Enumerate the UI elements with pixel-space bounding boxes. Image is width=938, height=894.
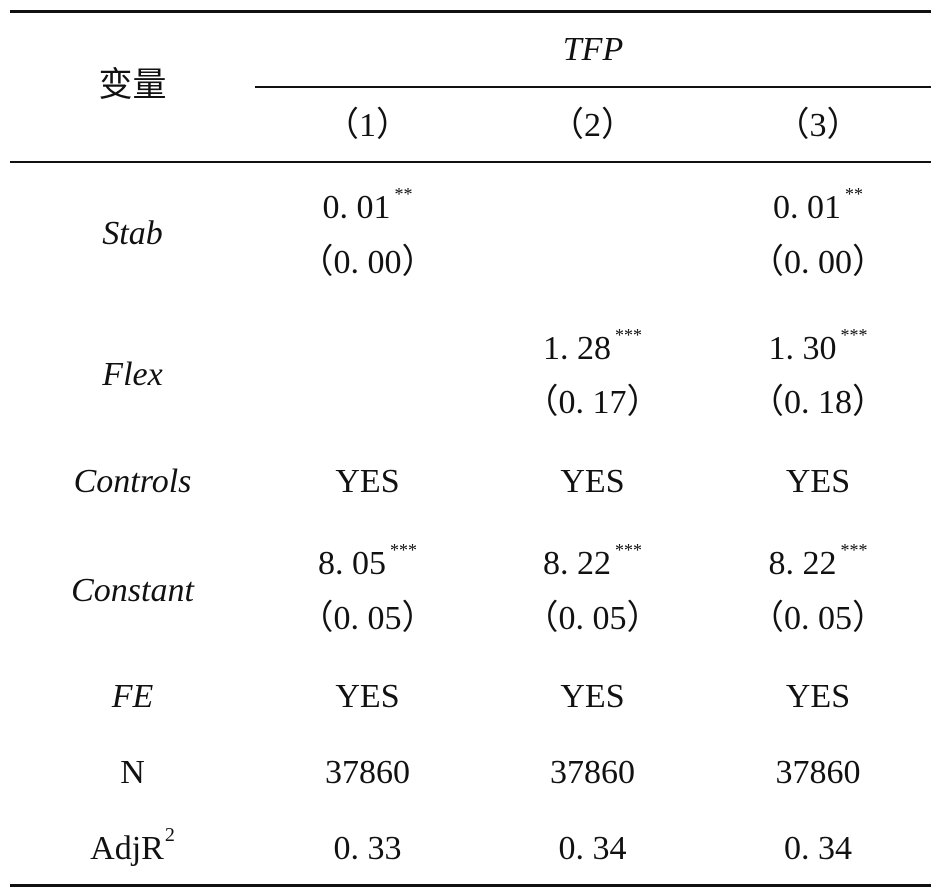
row-label-adjr2: AdjR2 (90, 823, 175, 867)
row-label-constant: Constant (71, 572, 194, 609)
constant-c2-se: （0. 05） (524, 600, 661, 637)
column-header-3: （3） (775, 107, 861, 144)
flex-c2-se: （0. 17） (524, 384, 661, 421)
fe-c3: YES (785, 678, 851, 715)
n-c2: 37860 (550, 754, 635, 791)
adjr2-c2: 0. 34 (558, 830, 627, 867)
variable-header: 变量 (98, 67, 167, 104)
controls-c3: YES (785, 463, 851, 500)
row-label-fe: FE (111, 678, 154, 715)
bottom-rule (10, 884, 931, 887)
flex-c2-coef: 1. 28 *** (543, 324, 642, 367)
constant-c3-coef: 8. 22 *** (768, 539, 868, 582)
n-c3: 37860 (775, 754, 861, 791)
fe-c2: YES (560, 678, 625, 715)
column-header-2: （2） (550, 107, 635, 144)
group-underline (255, 86, 931, 88)
row-label-n: N (120, 754, 145, 791)
constant-c1-coef: 8. 05 *** (318, 539, 417, 582)
flex-c3-coef: 1. 30 *** (768, 324, 868, 367)
regression-table: 变量 TFP （1） （2） （3） Stab 0. 01 ** （0. 00） … (10, 10, 931, 888)
group-header-tfp: TFP (562, 31, 624, 68)
row-label-stab: Stab (102, 215, 163, 252)
top-rule (10, 10, 931, 13)
flex-c3-se: （0. 18） (750, 384, 886, 421)
column-header-1: （1） (325, 107, 410, 144)
adjr2-c3: 0. 34 (784, 830, 852, 867)
fe-c1: YES (335, 678, 400, 715)
constant-c3-se: （0. 05） (750, 600, 886, 637)
adjr2-c1: 0. 33 (333, 830, 402, 867)
stab-c3-se: （0. 00） (750, 244, 886, 281)
row-label-controls: Controls (73, 463, 192, 500)
n-c1: 37860 (325, 754, 410, 791)
controls-c1: YES (335, 463, 400, 500)
constant-c2-coef: 8. 22 *** (543, 539, 642, 582)
controls-c2: YES (560, 463, 625, 500)
constant-c1-se: （0. 05） (299, 600, 436, 637)
stab-c1-coef: 0. 01 ** (322, 183, 413, 226)
row-label-flex: Flex (102, 356, 163, 393)
stab-c3-coef: 0. 01 ** (773, 183, 863, 226)
header-rule (10, 161, 931, 163)
stab-c1-se: （0. 00） (299, 244, 436, 281)
